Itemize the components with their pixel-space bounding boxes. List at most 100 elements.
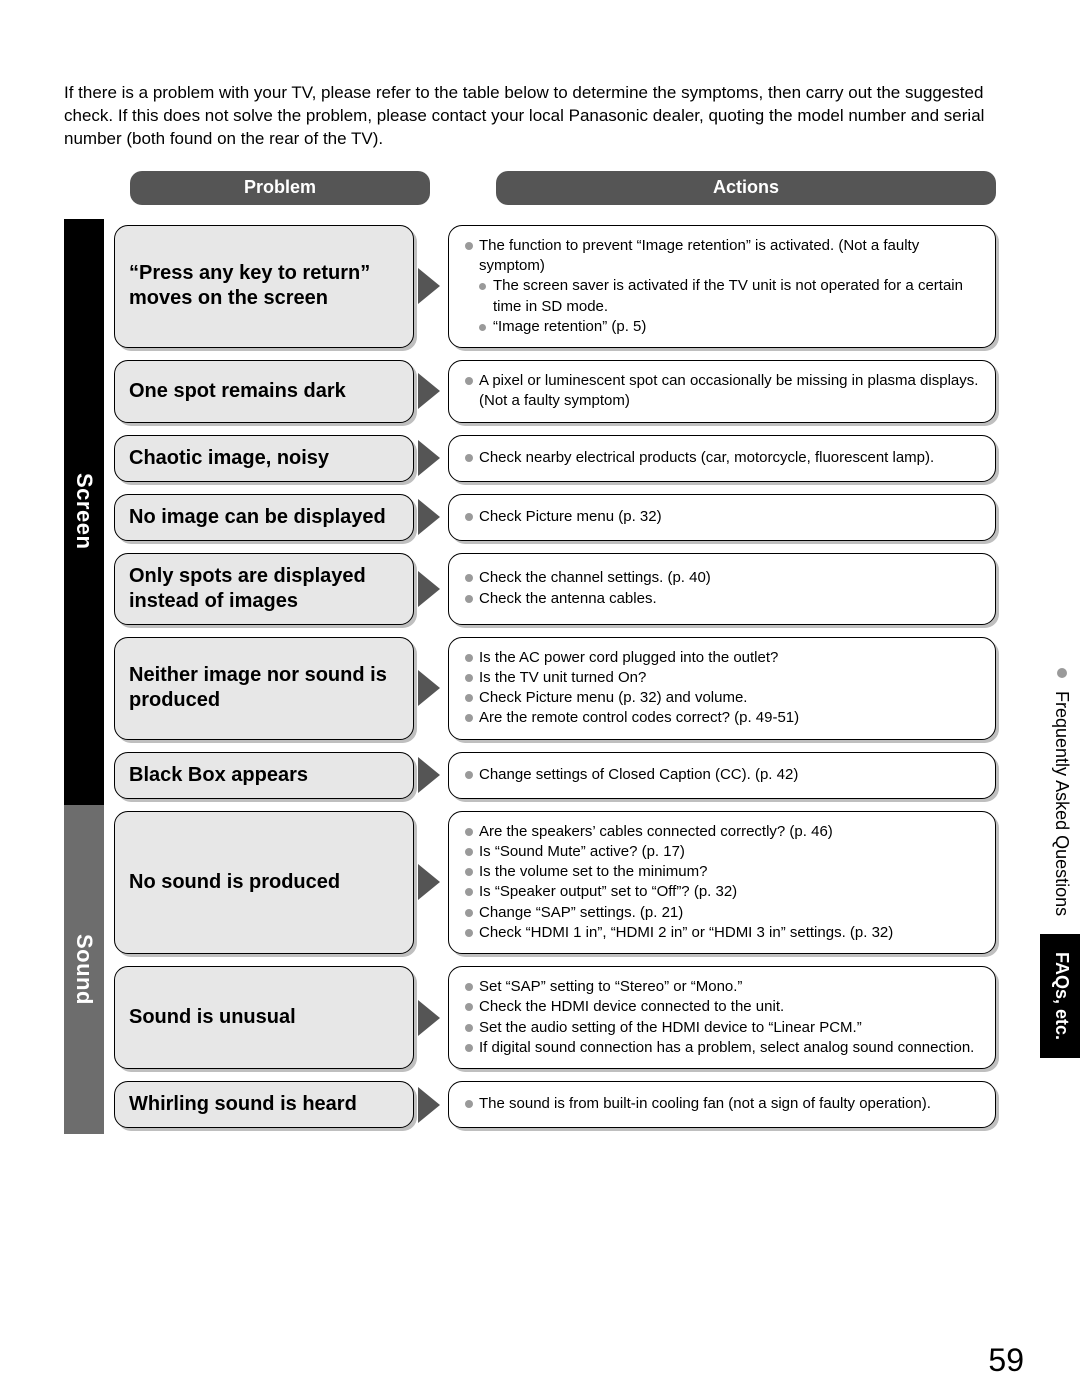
actions-card: A pixel or luminescent spot can occasion… (448, 360, 996, 423)
arrow-right-icon (418, 499, 440, 535)
faq-row: Chaotic image, noisy Check nearby electri… (104, 429, 1000, 488)
action-item: “Image retention” (p. 5) (463, 317, 981, 337)
arrow-wrap (414, 752, 448, 799)
problem-card: Black Box appears (114, 752, 414, 799)
actions-list: A pixel or luminescent spot can occasion… (463, 371, 981, 412)
actions-list: The function to prevent “Image retention… (463, 236, 981, 337)
problem-card: Chaotic image, noisy (114, 435, 414, 482)
actions-list: Check Picture menu (p. 32) (463, 507, 981, 527)
problem-card: Sound is unusual (114, 966, 414, 1069)
actions-list: Are the speakers’ cables connected corre… (463, 822, 981, 944)
faq-row: Sound is unusual Set “SAP” setting to “St… (104, 960, 1000, 1075)
problem-card: Neither image nor sound is produced (114, 637, 414, 740)
faq-row: No sound is produced Are the speakers’ ca… (104, 805, 1000, 961)
actions-card: Are the speakers’ cables connected corre… (448, 811, 996, 955)
arrow-wrap (414, 811, 448, 955)
faq-row: Neither image nor sound is produced Is th… (104, 631, 1000, 746)
actions-list: Set “SAP” setting to “Stereo” or “Mono.”… (463, 977, 981, 1058)
arrow-wrap (414, 435, 448, 482)
arrow-right-icon (418, 440, 440, 476)
action-item: Check the channel settings. (p. 40) (463, 568, 981, 588)
category-label: Screen (71, 473, 97, 549)
problem-text: Chaotic image, noisy (129, 446, 329, 471)
actions-list: Check the channel settings. (p. 40)Check… (463, 568, 981, 609)
arrow-wrap (414, 360, 448, 423)
faq-row: No image can be displayed Check Picture m… (104, 488, 1000, 547)
actions-list: The sound is from built-in cooling fan (… (463, 1094, 981, 1114)
page: If there is a problem with your TV, plea… (0, 0, 1080, 1397)
actions-card: Is the AC power cord plugged into the ou… (448, 637, 996, 740)
action-item: Is the volume set to the minimum? (463, 862, 981, 882)
actions-card: Change settings of Closed Caption (CC). … (448, 752, 996, 799)
action-item: The sound is from built-in cooling fan (… (463, 1094, 981, 1114)
action-item: Is “Speaker output” set to “Off”? (p. 32… (463, 882, 981, 902)
problem-text: Black Box appears (129, 763, 308, 788)
action-item: The screen saver is activated if the TV … (463, 276, 981, 317)
actions-card: Set “SAP” setting to “Stereo” or “Mono.”… (448, 966, 996, 1069)
arrow-right-icon (418, 864, 440, 900)
category-sound: Sound (64, 805, 104, 1135)
problem-text: No sound is produced (129, 870, 340, 895)
actions-card: The sound is from built-in cooling fan (… (448, 1081, 996, 1128)
action-item: Set the audio setting of the HDMI device… (463, 1018, 981, 1038)
actions-header: Actions (496, 171, 996, 205)
problem-text: Whirling sound is heard (129, 1092, 357, 1117)
actions-card: Check nearby electrical products (car, m… (448, 435, 996, 482)
action-item: A pixel or luminescent spot can occasion… (463, 371, 981, 412)
arrow-right-icon (418, 373, 440, 409)
arrow-right-icon (418, 268, 440, 304)
problem-text: Sound is unusual (129, 1005, 296, 1030)
action-item: Is the TV unit turned On? (463, 668, 981, 688)
actions-list: Check nearby electrical products (car, m… (463, 448, 981, 468)
action-item: Check the HDMI device connected to the u… (463, 997, 981, 1017)
category-label: Sound (71, 934, 97, 1005)
page-number: 59 (988, 1342, 1024, 1379)
main-grid: Screen Sound “Press any key to return” mo… (64, 219, 1000, 1134)
action-item: Check Picture menu (p. 32) and volume. (463, 688, 981, 708)
action-item: Check Picture menu (p. 32) (463, 507, 981, 527)
rows-column: “Press any key to return” moves on the s… (104, 219, 1000, 1134)
category-column: Screen Sound (64, 219, 104, 1134)
category-screen: Screen (64, 219, 104, 805)
action-item: Is the AC power cord plugged into the ou… (463, 648, 981, 668)
side-tab-faqs-etc: FAQs, etc. (1040, 934, 1080, 1058)
action-item: Change settings of Closed Caption (CC). … (463, 765, 981, 785)
intro-text: If there is a problem with your TV, plea… (64, 82, 1000, 151)
column-headers-row: Problem Actions (64, 171, 1000, 205)
actions-card: Check the channel settings. (p. 40)Check… (448, 553, 996, 625)
arrow-right-icon (418, 1087, 440, 1123)
action-item: Are the remote control codes correct? (p… (463, 708, 981, 728)
actions-card: The function to prevent “Image retention… (448, 225, 996, 348)
problem-text: “Press any key to return” moves on the s… (129, 261, 399, 311)
faq-row: “Press any key to return” moves on the s… (104, 219, 1000, 354)
problem-card: No sound is produced (114, 811, 414, 955)
problem-card: “Press any key to return” moves on the s… (114, 225, 414, 348)
action-item: If digital sound connection has a proble… (463, 1038, 981, 1058)
problem-text: No image can be displayed (129, 505, 386, 530)
bullet-icon (1057, 668, 1067, 678)
side-tabs: Frequently Asked Questions FAQs, etc. (1040, 650, 1080, 1058)
problem-text: One spot remains dark (129, 379, 346, 404)
faq-row: Only spots are displayed instead of imag… (104, 547, 1000, 631)
faq-row: Whirling sound is heard The sound is from… (104, 1075, 1000, 1134)
arrow-right-icon (418, 1000, 440, 1036)
action-item: Check “HDMI 1 in”, “HDMI 2 in” or “HDMI … (463, 923, 981, 943)
actions-list: Change settings of Closed Caption (CC). … (463, 765, 981, 785)
problem-card: Whirling sound is heard (114, 1081, 414, 1128)
action-item: Check nearby electrical products (car, m… (463, 448, 981, 468)
arrow-wrap (414, 966, 448, 1069)
side-tab-faq-label: Frequently Asked Questions (1052, 691, 1072, 916)
arrow-right-icon (418, 670, 440, 706)
problem-card: One spot remains dark (114, 360, 414, 423)
arrow-right-icon (418, 571, 440, 607)
action-item: Check the antenna cables. (463, 589, 981, 609)
header-arrow-spacer (446, 171, 480, 205)
arrow-wrap (414, 1081, 448, 1128)
arrow-wrap (414, 225, 448, 348)
side-tab-faq: Frequently Asked Questions (1040, 650, 1080, 934)
problem-header: Problem (130, 171, 430, 205)
header-spacer (64, 171, 104, 205)
action-item: Set “SAP” setting to “Stereo” or “Mono.” (463, 977, 981, 997)
arrow-wrap (414, 637, 448, 740)
actions-list: Is the AC power cord plugged into the ou… (463, 648, 981, 729)
